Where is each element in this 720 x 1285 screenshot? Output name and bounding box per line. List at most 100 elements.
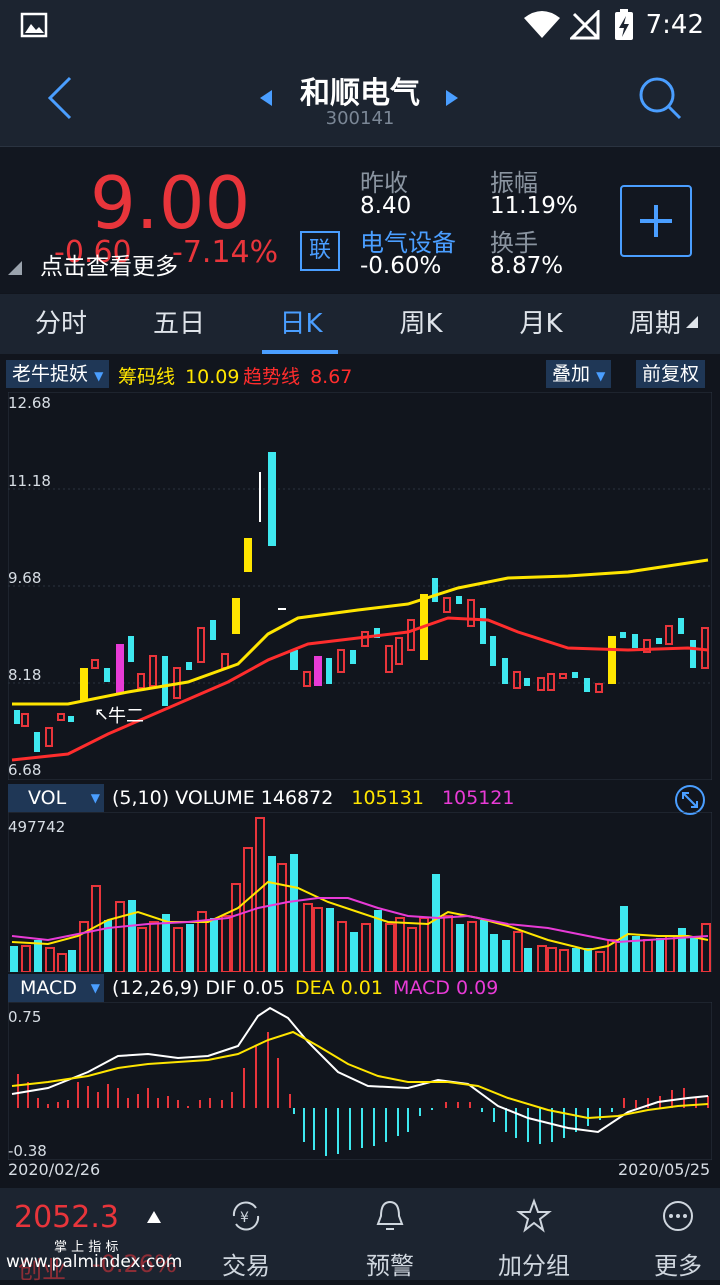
turnover-value: 8.87% <box>490 253 564 279</box>
volume-bar <box>537 945 547 972</box>
candle <box>395 637 403 665</box>
volume-bar <box>656 938 664 972</box>
candle <box>268 452 276 546</box>
add-watchlist-button[interactable] <box>620 185 692 257</box>
volume-bar <box>559 949 569 972</box>
adjust-button[interactable]: 前复权 <box>636 360 706 388</box>
candle <box>407 619 415 651</box>
volume-bar <box>268 856 276 972</box>
linked-button[interactable]: 联 <box>300 231 340 271</box>
trend-line-label: 趋势线 8.67 <box>243 362 352 389</box>
candle <box>326 658 332 684</box>
macd-dif-line <box>11 1006 709 1134</box>
candle <box>480 608 486 644</box>
volume-bar <box>313 907 323 972</box>
y-tick: 12.68 <box>8 394 51 412</box>
macd-top-tick: 0.75 <box>8 1008 41 1026</box>
tab-five-day[interactable]: 五日 <box>152 309 205 339</box>
tab-period[interactable]: 周期 <box>628 309 681 339</box>
candle <box>467 599 475 627</box>
trend-line-name: 趋势线 <box>243 366 301 388</box>
volume-bar <box>361 923 371 972</box>
prev-stock-icon[interactable] <box>258 88 274 108</box>
tab-intraday[interactable]: 分时 <box>34 309 87 339</box>
volume-bar <box>665 935 675 972</box>
watermark: www.palmindex.com <box>6 1252 183 1272</box>
chevron-down-icon: ▼ <box>90 981 100 995</box>
volume-bar <box>595 951 605 972</box>
amplitude-value: 11.19% <box>490 193 578 219</box>
current-price: 9.00 <box>90 161 251 245</box>
candle <box>374 628 380 638</box>
volume-bar <box>502 940 510 972</box>
volume-chart[interactable]: 497742 <box>8 812 712 972</box>
sector-link[interactable]: 电气设备 <box>360 229 456 257</box>
volume-bar <box>490 934 498 972</box>
status-bar: 7:42 <box>0 0 720 50</box>
candle <box>432 578 438 602</box>
volume-bar <box>524 948 532 972</box>
volume-bar <box>303 903 313 972</box>
nav-more-label: 更多 <box>654 1252 702 1280</box>
volume-bar <box>255 817 265 972</box>
quote-panel[interactable]: 9.00 -0.60 -7.14% 点击查看更多 联 昨收 8.40 电气设备 … <box>0 146 720 293</box>
macd-chart[interactable]: 0.75 -0.38 <box>8 1002 712 1160</box>
back-icon[interactable] <box>44 76 74 120</box>
chevron-down-icon: ▼ <box>94 369 104 383</box>
volume-bar <box>432 874 440 972</box>
volume-ma5: 105131 <box>351 787 424 809</box>
candle <box>690 640 696 668</box>
candle <box>290 650 298 670</box>
index-name: 创业 <box>18 1256 66 1284</box>
volume-bar <box>337 921 347 972</box>
y-tick: 11.18 <box>8 472 51 490</box>
indicator-select[interactable]: 老牛捉妖 ▼ <box>6 360 110 388</box>
candle <box>104 668 110 682</box>
tap-for-more[interactable]: 点击查看更多 <box>40 254 178 280</box>
macd-params: (12,26,9) <box>112 977 200 999</box>
bell-icon <box>376 1200 404 1230</box>
volume-max-tick: 497742 <box>8 818 65 836</box>
candle <box>513 671 521 689</box>
chip-line-value: 10.09 <box>185 366 240 388</box>
volume-select[interactable]: VOL ▼ <box>8 784 104 812</box>
candle <box>14 710 20 724</box>
volume-bar <box>572 948 580 972</box>
macd-select[interactable]: MACD ▼ <box>8 974 104 1002</box>
tab-weekly-k[interactable]: 周K <box>399 309 443 339</box>
overlay-button[interactable]: 叠加 ▼ <box>546 360 612 388</box>
tab-daily-k[interactable]: 日K <box>279 309 323 339</box>
fullscreen-icon[interactable] <box>674 784 706 816</box>
candle <box>608 636 616 684</box>
index-expand-icon[interactable] <box>146 1210 162 1224</box>
volume-ma10-line <box>11 897 709 944</box>
candle <box>361 631 369 647</box>
macd-macd-label: MACD <box>393 977 450 999</box>
volume-bar <box>419 917 429 972</box>
sector-change: -0.60% <box>360 253 442 279</box>
price-change: -0.60 <box>54 235 132 270</box>
index-value[interactable]: 2052.3 <box>14 1200 119 1235</box>
candle <box>91 659 99 669</box>
y-tick: 9.68 <box>8 569 41 587</box>
tab-monthly-k[interactable]: 月K <box>519 309 563 339</box>
prev-close-value: 8.40 <box>360 193 412 219</box>
more-dots-icon <box>663 1201 693 1231</box>
period-dropdown-icon <box>686 316 698 328</box>
candle <box>68 716 74 722</box>
annotation-label: 牛二 <box>108 706 144 727</box>
active-tab-indicator <box>262 350 338 354</box>
candle <box>337 649 345 673</box>
search-icon[interactable] <box>636 74 684 122</box>
kline-chart[interactable]: 12.68 11.18 9.68 8.18 6.68 <box>8 392 712 780</box>
candle <box>632 634 638 648</box>
volume-bars <box>10 817 711 972</box>
candle <box>34 732 40 752</box>
candle <box>80 668 88 700</box>
volume-bar <box>162 914 170 972</box>
next-stock-icon[interactable] <box>444 88 460 108</box>
candle <box>502 658 508 684</box>
volume-bar <box>678 928 686 972</box>
nav-alert-label: 预警 <box>366 1252 414 1280</box>
volume-bar <box>547 947 557 972</box>
